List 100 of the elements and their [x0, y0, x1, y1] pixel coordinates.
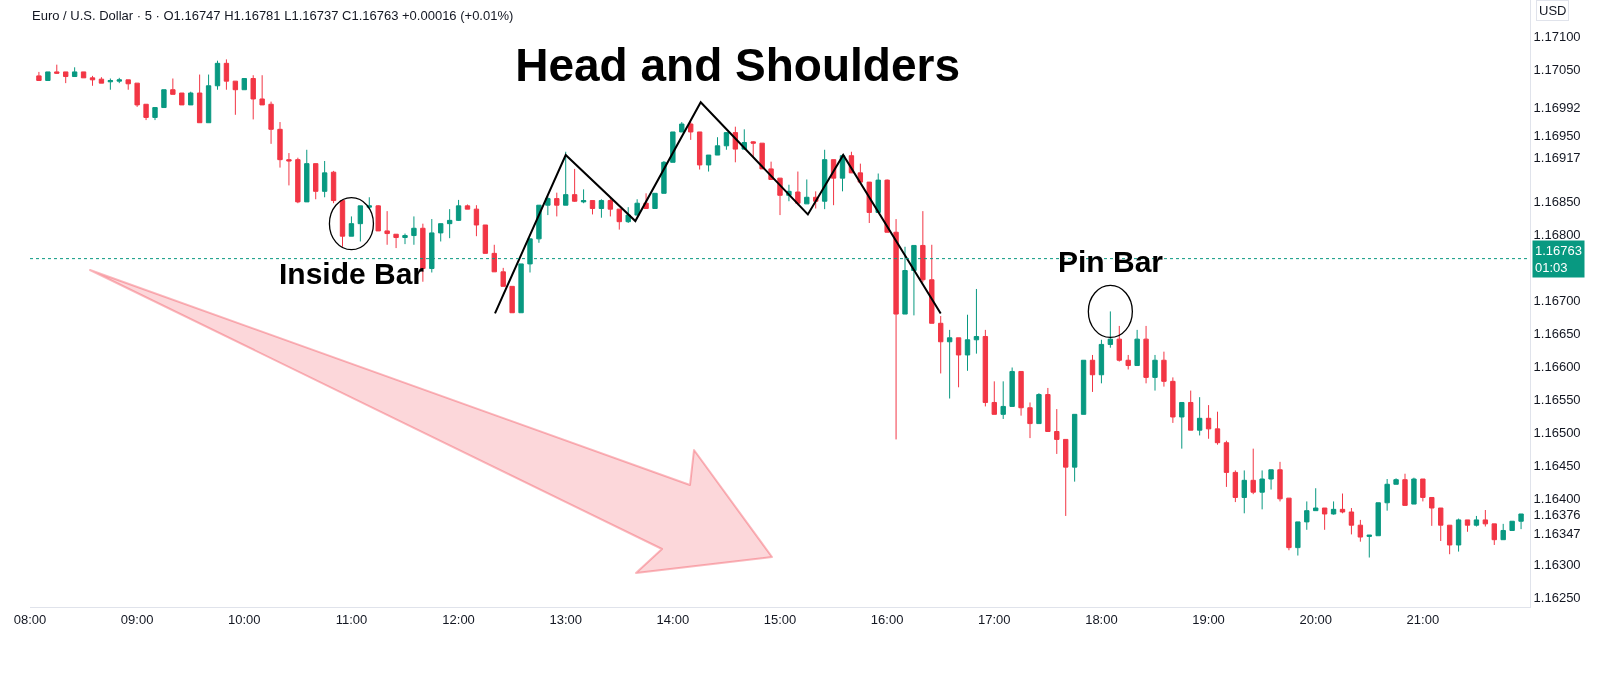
candlestick: [170, 78, 176, 95]
y-tick-label: 1.17100: [1533, 28, 1581, 44]
candlestick: [1357, 519, 1364, 543]
candlestick: [652, 192, 658, 209]
candlestick: [1277, 461, 1283, 502]
x-tick-label: 16:00: [870, 611, 904, 627]
candlestick: [1429, 496, 1435, 527]
candlestick: [1214, 411, 1221, 446]
candlestick: [1455, 518, 1462, 553]
candlestick: [1152, 354, 1158, 392]
candlestick: [1464, 519, 1471, 533]
x-tick-label: 14:00: [656, 611, 690, 627]
candlestick: [80, 71, 87, 79]
candlestick: [482, 224, 489, 254]
x-tick-label: 18:00: [1085, 611, 1118, 627]
candlestick: [214, 60, 221, 91]
candlestick: [616, 208, 622, 231]
candlestick: [71, 66, 78, 78]
y-tick-label: 1.16600: [1533, 358, 1581, 374]
candlestick: [54, 64, 60, 75]
candlestick: [946, 329, 953, 400]
candlestick: [571, 168, 578, 203]
candlestick: [1009, 367, 1015, 407]
candlestick: [545, 196, 551, 216]
x-tick-label: 19:00: [1192, 611, 1225, 627]
candlestick: [98, 76, 105, 84]
candlestick: [89, 75, 96, 87]
candlestick: [116, 77, 122, 84]
candlestick: [625, 206, 631, 224]
candlestick: [1071, 413, 1078, 483]
candlestick: [750, 140, 756, 158]
y-tick-label: 1.16800: [1533, 226, 1581, 242]
candlestick: [723, 132, 730, 151]
candlestick: [1027, 401, 1033, 439]
candlestick: [634, 198, 640, 216]
candlestick: [179, 92, 185, 106]
candlestick: [339, 200, 346, 248]
candlestick: [705, 154, 712, 173]
candlestick: [714, 136, 721, 156]
candlestick: [1125, 354, 1131, 370]
candlestick: [554, 192, 560, 217]
x-tick-label: 20:00: [1299, 611, 1332, 627]
candlestick: [696, 131, 703, 171]
candlestick: [563, 151, 569, 206]
candlestick: [402, 233, 408, 245]
candlestick: [196, 74, 203, 124]
y-tick-label: 1.16347: [1533, 525, 1581, 541]
x-tick-label: 17:00: [978, 611, 1011, 627]
candlestick: [491, 244, 497, 273]
candlestick: [1446, 524, 1453, 555]
candlestick: [250, 74, 256, 120]
y-tick-label: 1.16850: [1533, 193, 1581, 209]
candlestick: [1375, 502, 1381, 537]
candlestick: [955, 337, 962, 388]
x-tick-label: 15:00: [763, 611, 797, 627]
x-tick-label: 21:00: [1406, 611, 1440, 627]
y-tick-label: 1.16376: [1533, 506, 1581, 522]
candlestick: [45, 71, 51, 81]
candlestick: [1232, 469, 1239, 503]
x-tick-label: 08:00: [13, 611, 47, 627]
candlestick: [223, 58, 230, 91]
candlestick: [1000, 380, 1006, 420]
candlestick: [1107, 310, 1114, 349]
candlestick: [1089, 354, 1096, 393]
y-tick-label: 1.16700: [1533, 292, 1581, 308]
candlestick: [991, 380, 997, 415]
candlestick: [1402, 473, 1408, 506]
y-tick-label: 1.16550: [1533, 391, 1581, 407]
candlestick: [1384, 478, 1390, 512]
candlestick: [1482, 509, 1489, 528]
candlestick: [268, 101, 274, 145]
candlestick: [36, 71, 42, 81]
candlestick: [393, 233, 399, 249]
candlestick: [313, 163, 319, 200]
candlestick: [1321, 507, 1328, 531]
y-tick-label: 1.16992: [1533, 100, 1581, 116]
candlestick: [1036, 392, 1042, 425]
candlestick: [1018, 370, 1024, 417]
candlestick: [1098, 339, 1105, 384]
y-tick-label: 1.16400: [1533, 490, 1581, 506]
candlestick: [446, 208, 453, 239]
candlestick: [473, 204, 480, 237]
candlestick: [964, 314, 971, 372]
candlestick: [232, 80, 239, 116]
candlestick: [518, 263, 524, 314]
candlestick: [1339, 493, 1346, 514]
text: USD: [1539, 3, 1567, 18]
text: Euro / U.S. Dollar · 5 · O1.16747 H1.16781 L1.16737 C1.16763 +0.00016 (+0.01%): [32, 8, 514, 23]
candlestick: [1054, 408, 1060, 455]
candlestick: [1223, 440, 1230, 488]
candlestick: [277, 121, 283, 169]
candlestick: [1473, 515, 1480, 528]
y-tick-label: 1.17050: [1533, 61, 1581, 77]
candlestick: [688, 121, 694, 141]
y-tick-label: 1.16650: [1533, 325, 1581, 341]
candlestick: [804, 178, 810, 205]
candlestick: [1241, 469, 1247, 514]
candlestick: [143, 103, 149, 121]
candlestick: [134, 82, 140, 108]
candlestick: [125, 79, 131, 91]
